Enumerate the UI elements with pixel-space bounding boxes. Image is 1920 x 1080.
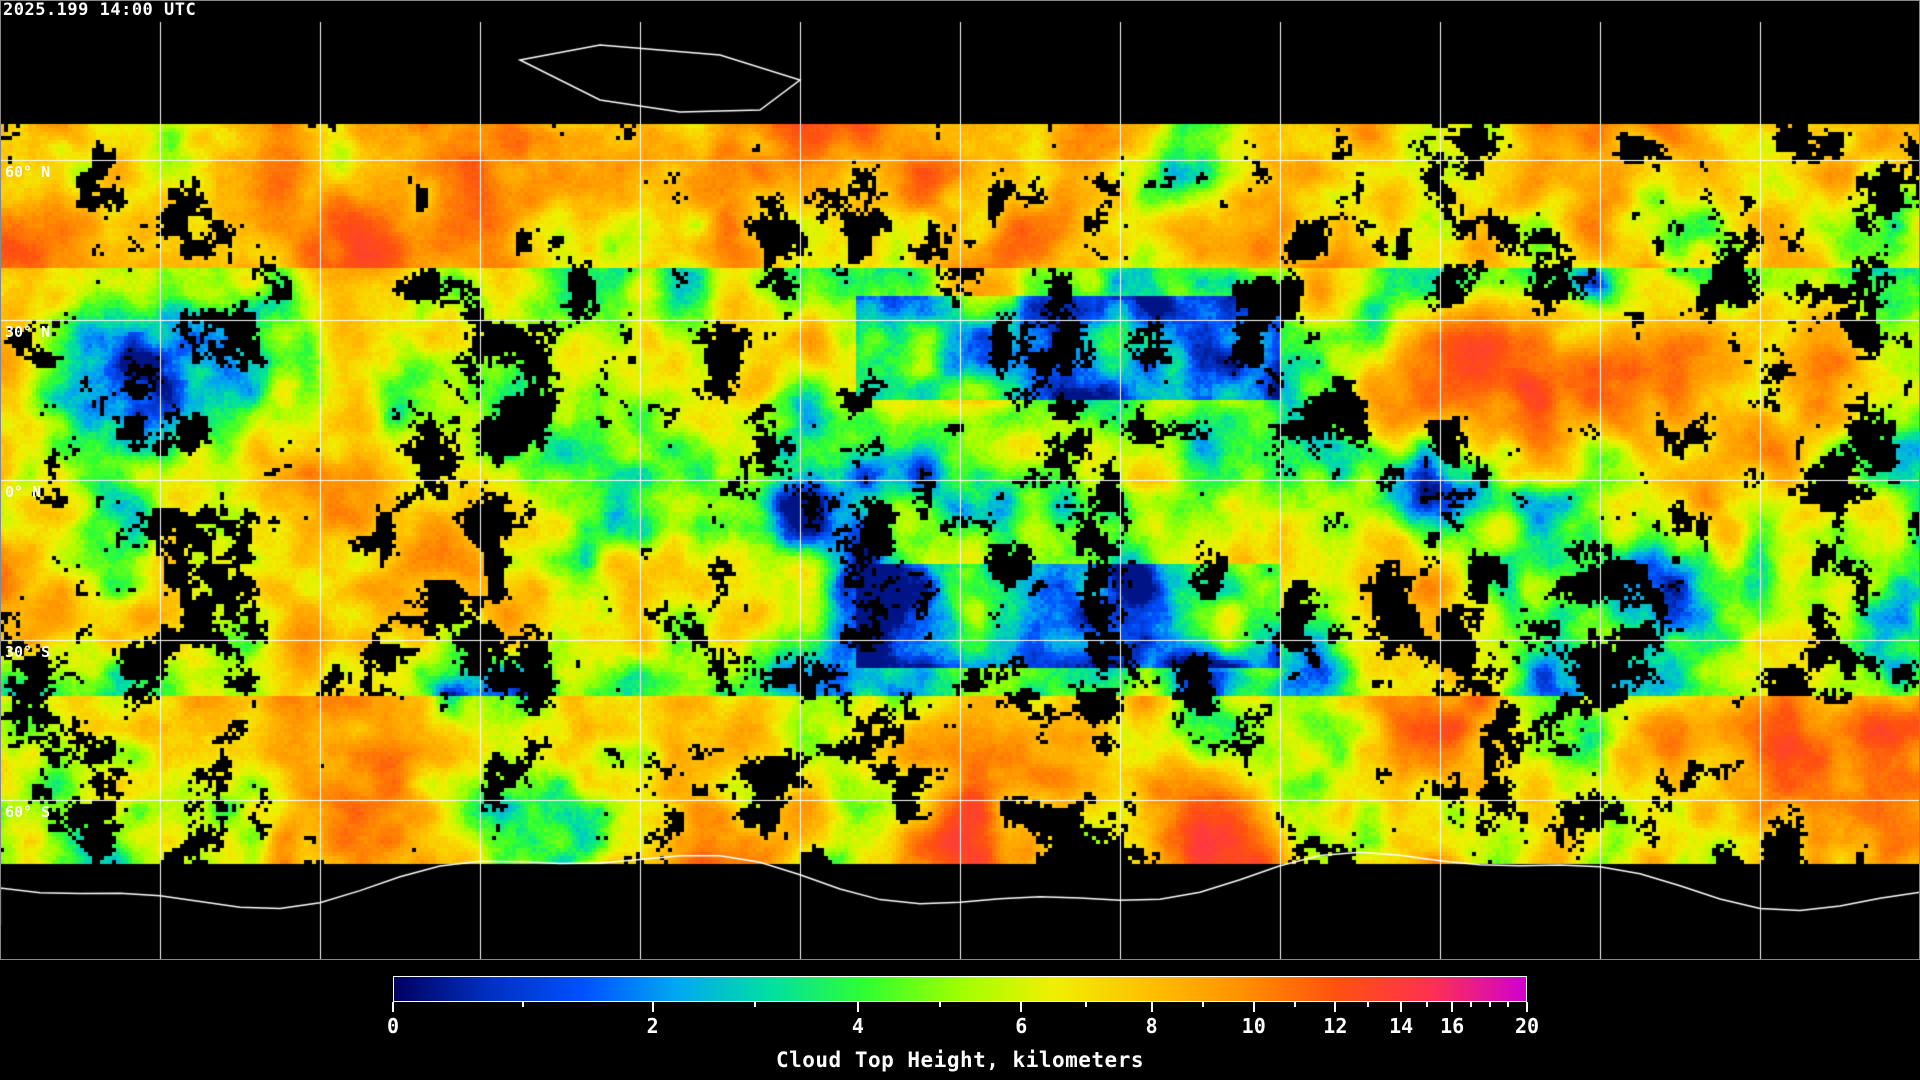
- colorbar-major-tick: [1400, 1002, 1403, 1012]
- colorbar-tick-label: 12: [1323, 1014, 1348, 1038]
- colorbar-tick-label: 4: [851, 1014, 864, 1038]
- colorbar-tick-label: 14: [1389, 1014, 1414, 1038]
- colorbar-minor-tick: [1425, 1002, 1428, 1007]
- colorbar-minor-tick: [1085, 1002, 1088, 1007]
- colorbar-major-tick: [1020, 1002, 1023, 1012]
- colorbar-tick-label: 6: [1015, 1014, 1028, 1038]
- colorbar-minor-tick: [938, 1002, 941, 1007]
- cloud-top-height-map: 60° N 30° N 0° N 30° S 60° S 2025.199 14…: [0, 0, 1920, 960]
- colorbar-minor-tick: [754, 1002, 757, 1007]
- colorbar-major-tick: [1451, 1002, 1454, 1012]
- colorbar-major-tick: [1150, 1002, 1153, 1012]
- colorbar-minor-tick: [1367, 1002, 1370, 1007]
- lat-label-60n: 60° N: [5, 163, 51, 181]
- lat-label-60s: 60° S: [5, 803, 51, 821]
- colorbar: [393, 976, 1527, 1002]
- colorbar-tick-label: 2: [646, 1014, 659, 1038]
- colorbar-tick-label: 0: [386, 1014, 400, 1038]
- colorbar-minor-tick: [1469, 1002, 1472, 1007]
- colorbar-major-tick: [651, 1002, 654, 1012]
- colorbar-major-tick: [1526, 1002, 1528, 1012]
- colorbar-tick-label: 20: [1514, 1014, 1540, 1038]
- colorbar-minor-tick: [1507, 1002, 1510, 1007]
- timestamp: 2025.199 14:00 UTC: [3, 0, 197, 20]
- lat-lon-grid: [0, 0, 1920, 960]
- colorbar-title: Cloud Top Height, kilometers: [775, 1048, 1144, 1072]
- colorbar-minor-tick: [521, 1002, 524, 1007]
- colorbar-major-tick: [392, 1002, 394, 1012]
- colorbar-major-tick: [1334, 1002, 1337, 1012]
- colorbar-major-tick: [1252, 1002, 1255, 1012]
- colorbar-major-tick: [856, 1002, 859, 1012]
- colorbar-minor-tick: [1201, 1002, 1204, 1007]
- colorbar-tick-label: 8: [1145, 1014, 1158, 1038]
- colorbar-minor-tick: [1488, 1002, 1491, 1007]
- colorbar-minor-tick: [1293, 1002, 1296, 1007]
- colorbar-tick-label: 10: [1241, 1014, 1266, 1038]
- colorbar-tick-label: 16: [1440, 1014, 1465, 1038]
- lat-label-equator: 0° N: [5, 483, 42, 501]
- lat-label-30n: 30° N: [5, 323, 51, 341]
- lat-label-30s: 30° S: [5, 643, 51, 661]
